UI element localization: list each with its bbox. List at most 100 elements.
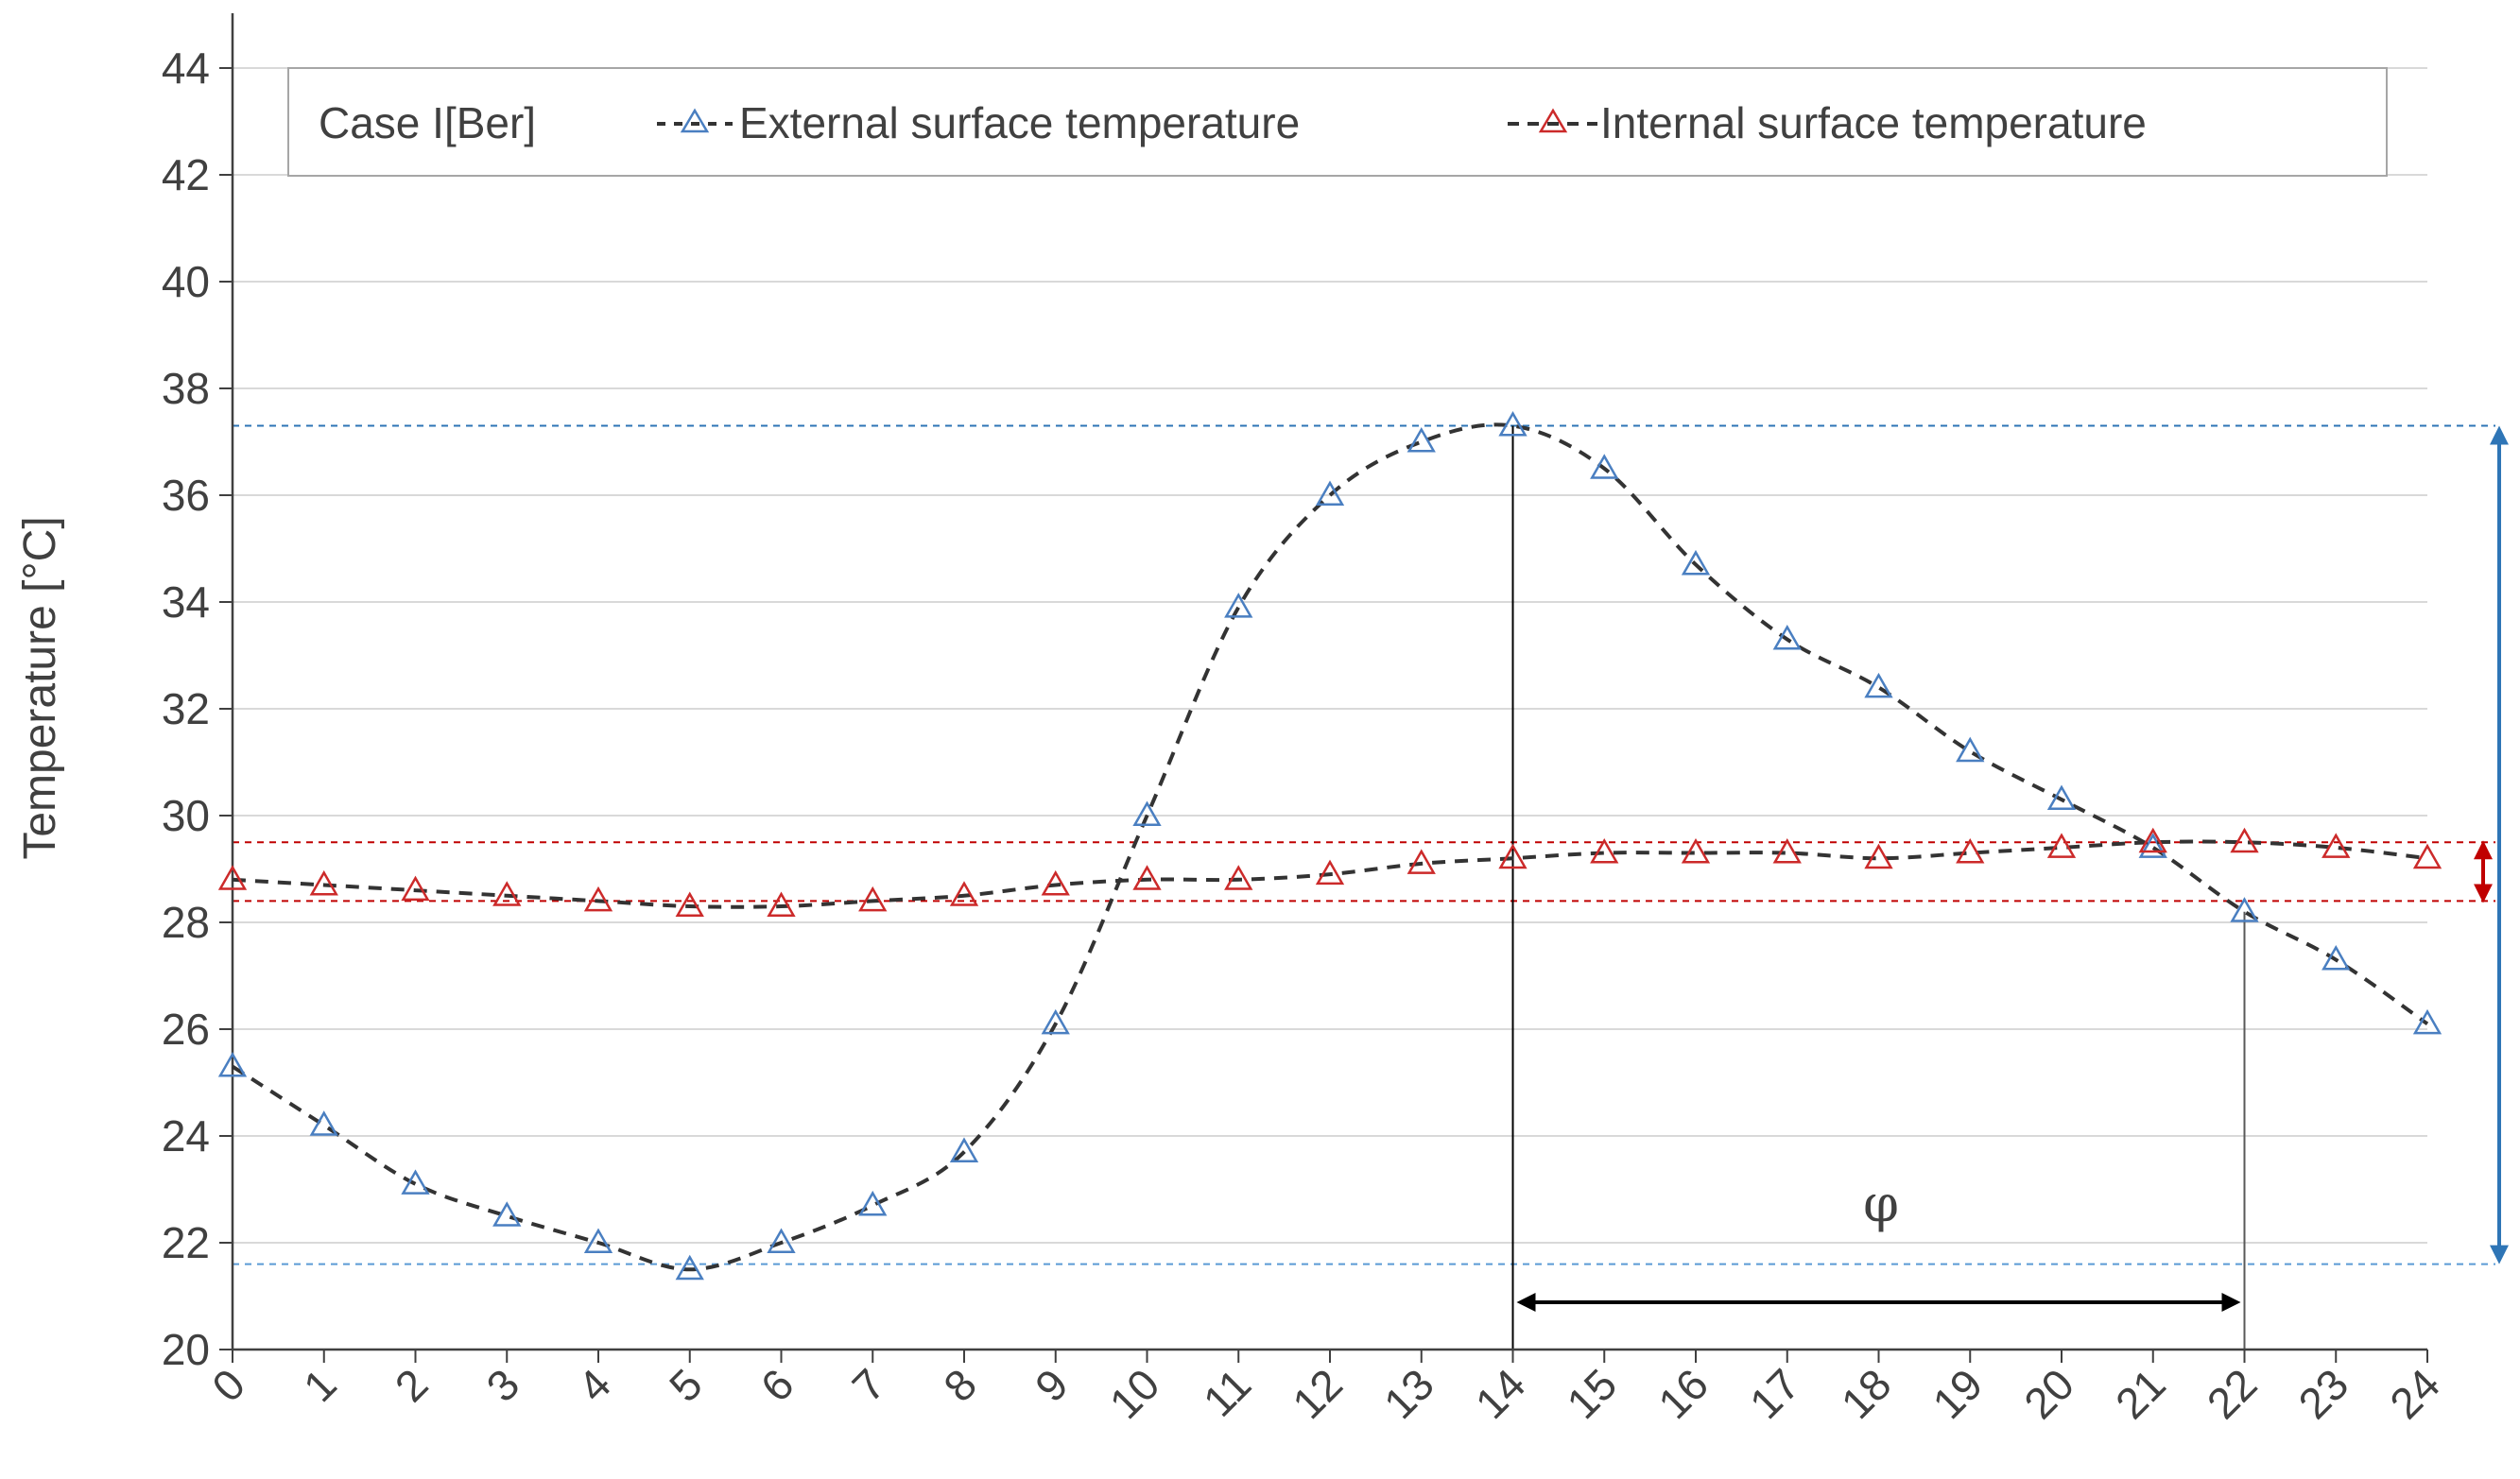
data-point-internal-5 (675, 891, 704, 918)
data-point-internal-10 (1132, 865, 1162, 890)
data-point-external-12 (1315, 480, 1345, 506)
data-point-internal-1 (309, 869, 338, 896)
x-tick-label-4: 4 (568, 1359, 620, 1411)
data-point-internal-14 (1498, 843, 1528, 869)
data-point-external-20 (2046, 784, 2077, 811)
data-point-external-6 (767, 1228, 796, 1253)
data-point-external-21 (2138, 833, 2167, 858)
y-tick-label-24: 24 (162, 1111, 210, 1161)
data-point-external-11 (1224, 593, 1253, 618)
x-tick-label-5: 5 (660, 1359, 712, 1411)
data-point-internal-9 (1041, 869, 1070, 896)
data-point-external-9 (1041, 1008, 1070, 1035)
data-point-internal-15 (1590, 838, 1619, 864)
x-tick-label-10: 10 (1100, 1359, 1169, 1428)
x-tick-label-9: 9 (1026, 1359, 1078, 1411)
data-point-internal-6 (767, 891, 796, 918)
data-point-internal-4 (583, 886, 613, 912)
data-point-external-10 (1132, 800, 1162, 826)
gridlines (233, 67, 2427, 1244)
data-point-internal-18 (1864, 843, 1893, 869)
y-tick-label-28: 28 (162, 898, 210, 947)
legend-case-label: Case I[Ber] (319, 98, 536, 147)
y-tick-label-34: 34 (162, 577, 210, 627)
x-tick-label-19: 19 (1923, 1359, 1992, 1428)
x-tick-label-12: 12 (1283, 1359, 1352, 1428)
y-tick-label-36: 36 (162, 471, 210, 520)
legend-box (287, 67, 2388, 177)
x-tick-label-20: 20 (2014, 1359, 2083, 1428)
x-tick-label-8: 8 (934, 1359, 986, 1411)
data-point-internal-13 (1407, 849, 1436, 874)
y-tick-label-30: 30 (162, 791, 210, 840)
data-point-external-4 (583, 1228, 613, 1253)
x-tick-label-15: 15 (1557, 1359, 1626, 1428)
x-tick-label-2: 2 (386, 1359, 438, 1411)
x-tick-label-1: 1 (294, 1359, 346, 1411)
x-tick-label-13: 13 (1374, 1359, 1443, 1428)
legend-swatch-marker-external (680, 108, 710, 133)
data-point-internal-11 (1224, 865, 1253, 890)
data-point-internal-19 (1956, 838, 1985, 864)
data-point-internal-21 (2138, 827, 2167, 853)
data-point-external-19 (1956, 736, 1985, 763)
y-tick-label-26: 26 (162, 1005, 210, 1054)
data-point-external-7 (858, 1190, 888, 1216)
data-point-external-17 (1772, 625, 1802, 650)
data-point-external-18 (1864, 672, 1893, 698)
data-point-external-22 (2230, 897, 2259, 922)
data-point-internal-8 (949, 881, 979, 906)
data-point-external-16 (1681, 549, 1711, 576)
data-point-external-3 (492, 1201, 522, 1227)
x-tick-label-18: 18 (1832, 1359, 1901, 1428)
data-point-external-0 (217, 1052, 248, 1077)
y-tick-label-40: 40 (162, 257, 210, 306)
data-point-internal-17 (1772, 838, 1802, 864)
data-point-internal-23 (2322, 833, 2351, 858)
data-point-internal-22 (2230, 827, 2259, 853)
y-tick-label-20: 20 (162, 1325, 210, 1374)
data-point-external-14 (1498, 411, 1528, 437)
x-tick-label-22: 22 (2198, 1359, 2267, 1428)
data-point-internal-2 (401, 875, 430, 902)
legend: Case I[Ber] External surface temperature… (287, 67, 2388, 177)
data-point-external-13 (1407, 426, 1436, 453)
x-tick-label-11: 11 (1194, 1359, 1261, 1426)
data-point-internal-20 (2046, 833, 2077, 858)
x-tick-label-21: 21 (2106, 1359, 2175, 1428)
x-tick-label-23: 23 (2288, 1359, 2357, 1428)
x-tick-label-16: 16 (1648, 1359, 1717, 1428)
data-point-internal-12 (1315, 859, 1345, 886)
data-point-external-15 (1590, 454, 1619, 479)
y-tick-label-38: 38 (162, 364, 210, 413)
x-tick-label-17: 17 (1740, 1359, 1809, 1428)
data-point-internal-24 (2412, 843, 2442, 869)
x-tick-label-7: 7 (842, 1359, 894, 1411)
y-tick-label-44: 44 (162, 43, 210, 93)
data-point-internal-16 (1681, 838, 1711, 864)
x-tick-label-14: 14 (1466, 1359, 1535, 1428)
x-tick-label-0: 0 (202, 1359, 254, 1411)
series (217, 411, 2442, 1281)
data-point-external-1 (309, 1110, 338, 1136)
x-tick-label-3: 3 (476, 1359, 528, 1411)
legend-swatch-marker-internal (1538, 108, 1568, 133)
data-point-internal-3 (492, 881, 522, 906)
y-tick-label-32: 32 (162, 684, 210, 733)
y-tick-label-22: 22 (162, 1218, 210, 1267)
legend-label-internal: Internal surface temperature (1600, 98, 2147, 147)
series-line-internal (232, 839, 2428, 909)
y-axis-title: Temperature [°C] (15, 516, 65, 859)
data-point-external-24 (2412, 1008, 2442, 1035)
annotations (233, 424, 2509, 1350)
data-point-external-5 (675, 1254, 704, 1281)
data-point-external-2 (401, 1169, 430, 1195)
y-tick-label-42: 42 (162, 150, 210, 199)
phase-shift-label: φ (1863, 1174, 1899, 1233)
legend-label-external: External surface temperature (739, 98, 1300, 147)
data-point-internal-7 (858, 886, 888, 912)
x-tick-label-6: 6 (751, 1359, 803, 1411)
data-point-external-23 (2322, 945, 2351, 971)
